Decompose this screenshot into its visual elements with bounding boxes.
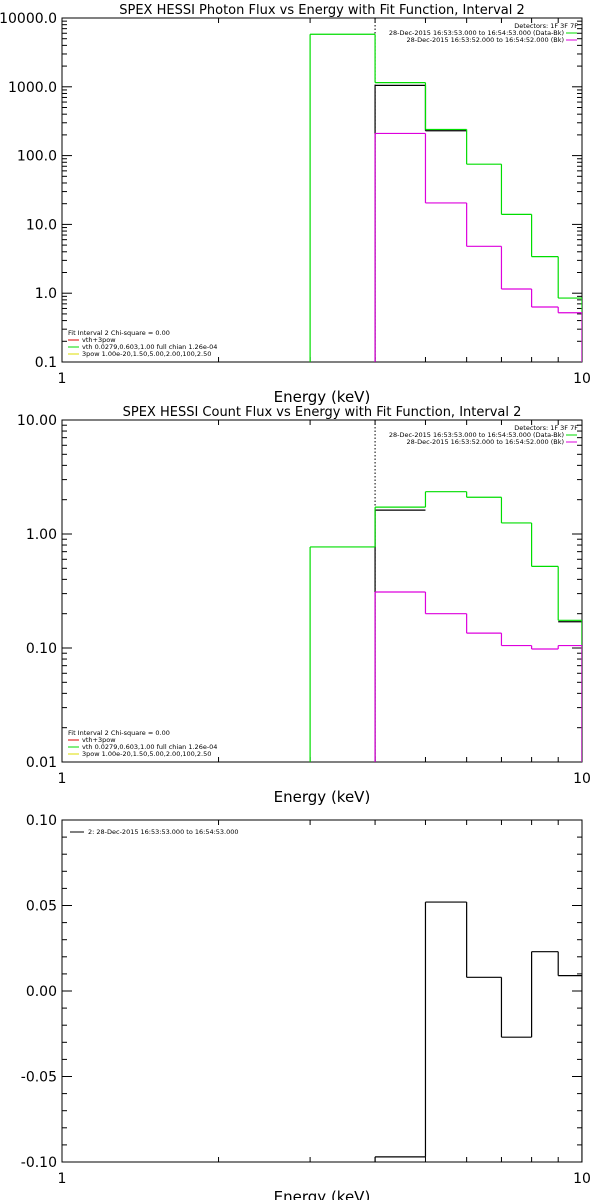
legend-topright-entry: Detectors: 1F 3F 7F: [514, 424, 578, 432]
x-tick-label: 1: [58, 771, 67, 787]
y-tick-label: 10.0: [26, 217, 57, 233]
x-axis-label: Energy (keV): [274, 788, 371, 806]
y-tick-label: 0.05: [26, 899, 57, 915]
legend-fit-entry: 3pow 1.00e-20,1.50,5.00,2.00,100,2.50: [82, 350, 211, 358]
y-tick-label: 1000.0: [8, 80, 57, 96]
chart-title: SPEX HESSI Photon Flux vs Energy with Fi…: [119, 3, 525, 18]
legend-fit-entry: vth+3pow: [82, 736, 116, 744]
legend-fit-entry: vth+3pow: [82, 336, 116, 344]
y-tick-label: 0.00: [26, 984, 57, 1000]
y-tick-label: 1.00: [26, 527, 57, 543]
legend-topright-entry: Detectors: 1F 3F 7F: [514, 22, 578, 30]
y-tick-label: -0.05: [21, 1070, 57, 1086]
plot-panel-3: 1 10 Energy (keV) -0.10 -0.05 0.00 0.05 0.10 2: …: [21, 813, 591, 1200]
y-tick-label: 10.00: [17, 413, 57, 429]
x-axis-label: Energy (keV): [274, 388, 371, 406]
y-tick-label: 0.10: [26, 813, 57, 829]
legend-fit-entry: vth 0.0279,0.603,1.00 full chian 1.26e-0…: [82, 743, 217, 751]
plot-frame: [61, 17, 583, 363]
y-tick-label: 100.0: [17, 149, 57, 165]
chart-title: SPEX HESSI Count Flux vs Energy with Fit…: [123, 405, 522, 420]
x-tick-label: 10: [573, 771, 591, 787]
y-tick-label: 0.01: [26, 755, 57, 771]
legend-topright-entry: 28-Dec-2015 16:53:53.000 to 16:54:53.000…: [389, 29, 564, 37]
x-axis-label: Energy (keV): [274, 1188, 371, 1200]
x-tick-label: 1: [58, 371, 67, 387]
legend-fit-entry: Fit Interval 2 Chi-square = 0.00: [68, 729, 170, 737]
x-tick-label: 1: [58, 1171, 67, 1187]
legend-fit-entry: vth 0.0279,0.603,1.00 full chian 1.26e-0…: [82, 343, 217, 351]
y-tick-label: -0.10: [21, 1155, 57, 1171]
y-tick-label: 1.0: [35, 286, 57, 302]
legend-topleft-entry: 2: 28-Dec-2015 16:53:53.000 to 16:54:53.…: [88, 828, 239, 836]
legend-topright-entry: 28-Dec-2015 16:53:52.000 to 16:54:52.000…: [407, 36, 565, 44]
legend-topright-entry: 28-Dec-2015 16:53:52.000 to 16:54:52.000…: [407, 438, 565, 446]
plot-panel-2: 1 10 Energy (keV) 0.01 0.10 1.00 10.00 SPEX HES…: [17, 405, 591, 806]
x-tick-label: 10: [573, 1171, 591, 1187]
legend-fit-entry: 3pow 1.00e-20,1.50,5.00,2.00,100,2.50: [82, 750, 211, 758]
legend-fit-entry: Fit Interval 2 Chi-square = 0.00: [68, 329, 170, 337]
plot-panel-1: 1 10 Energy (keV) 0.1 1.0 10.0 100.0 1000.0 1000…: [0, 3, 591, 406]
plot-frame: [61, 419, 583, 763]
y-tick-label: 10000.0: [0, 11, 57, 27]
y-tick-label: 0.10: [26, 641, 57, 657]
y-tick-label: 0.1: [35, 355, 57, 371]
x-tick-label: 10: [573, 371, 591, 387]
legend-topright-entry: 28-Dec-2015 16:53:53.000 to 16:54:53.000…: [389, 431, 564, 439]
plot-frame: [61, 819, 583, 1163]
